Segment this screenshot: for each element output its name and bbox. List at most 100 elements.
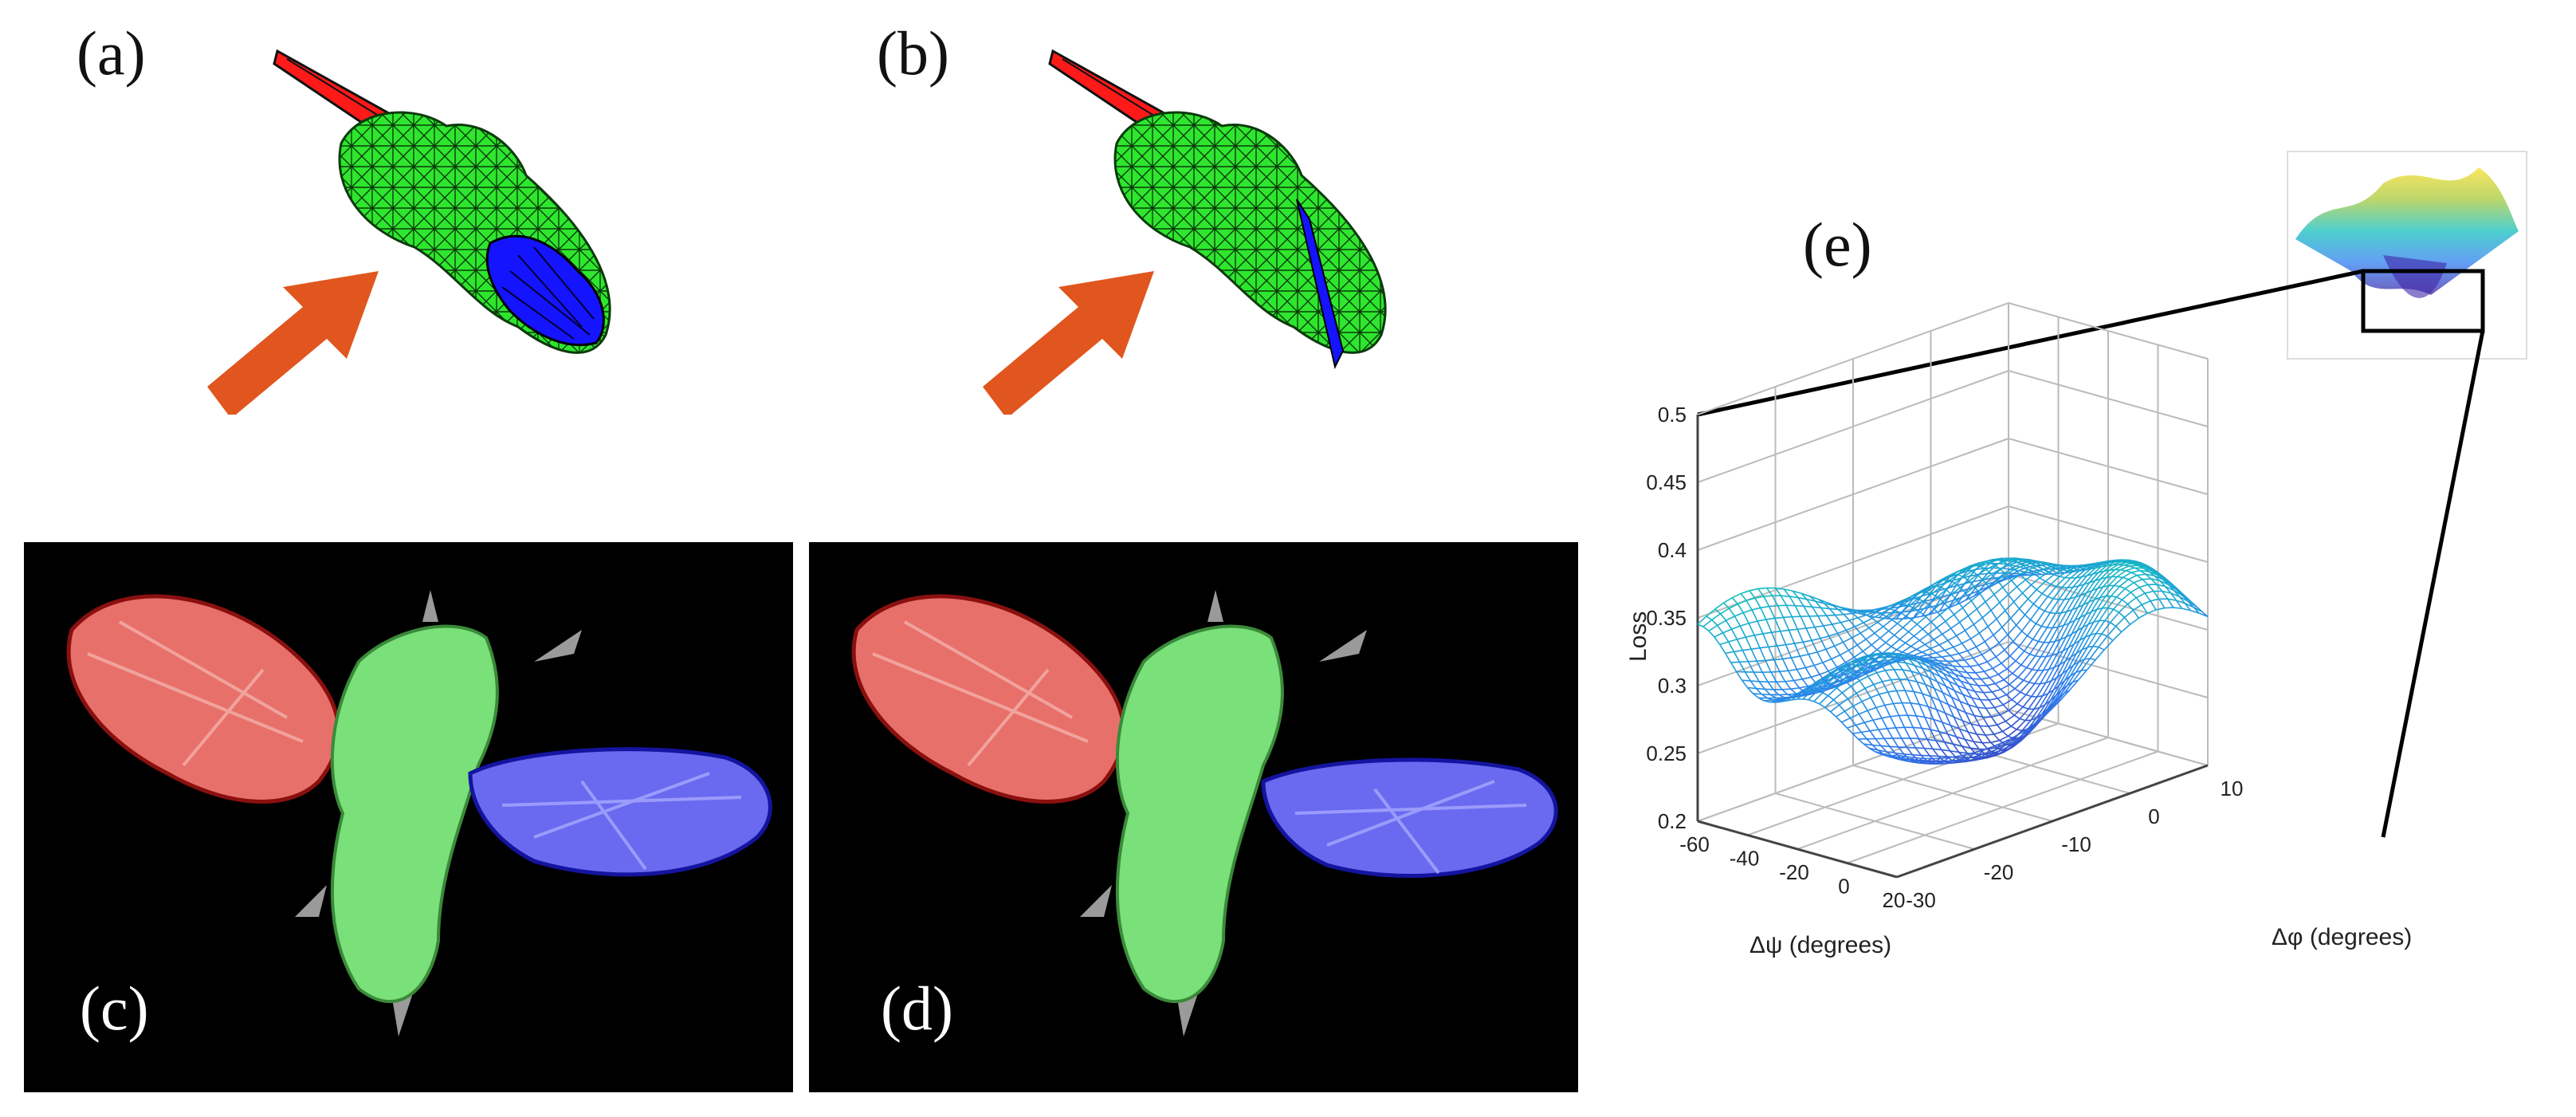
mesh-segment xyxy=(2005,610,2012,619)
mesh-segment xyxy=(1909,655,1915,659)
mesh-segment xyxy=(1742,679,1751,682)
mesh-segment xyxy=(2008,594,2015,603)
mesh-segment xyxy=(2010,608,2020,619)
mesh-segment xyxy=(2020,729,2028,737)
mesh-segment xyxy=(1962,694,1969,706)
mesh-segment xyxy=(1924,657,1930,661)
mesh-segment xyxy=(2070,652,2077,658)
mesh-segment xyxy=(1910,671,1918,682)
mesh-segment xyxy=(1969,683,1976,692)
mesh-segment xyxy=(1932,590,1940,600)
mesh-segment xyxy=(1741,679,1749,688)
mesh-segment xyxy=(2150,600,2157,611)
mesh-segment xyxy=(1965,688,1973,698)
mesh-segment xyxy=(2021,719,2032,731)
mesh-segment xyxy=(1989,572,1997,580)
mesh-segment xyxy=(1875,652,1881,656)
mesh-segment xyxy=(2017,560,2027,563)
mesh-segment xyxy=(2122,599,2128,605)
mesh-segment xyxy=(1740,590,1750,595)
mesh-segment xyxy=(1767,681,1774,690)
mesh-segment xyxy=(2067,681,2073,686)
mesh-segment xyxy=(1985,564,1996,571)
mesh-segment xyxy=(1874,626,1884,634)
mesh-segment xyxy=(1975,672,1982,680)
mesh-segment xyxy=(1945,620,1952,629)
mesh-segment xyxy=(1966,753,1973,758)
mesh-segment xyxy=(1745,636,1752,650)
mesh-segment xyxy=(1850,686,1857,694)
mesh-segment xyxy=(1895,600,1902,605)
mesh-segment xyxy=(1914,608,1921,613)
mesh-segment xyxy=(1954,690,1964,695)
mesh-segment xyxy=(1928,676,1938,682)
mesh-segment xyxy=(2035,719,2042,727)
mesh-segment xyxy=(2020,561,2028,564)
mesh-segment xyxy=(2130,572,2138,576)
mesh-segment xyxy=(2103,564,2113,572)
mesh-segment xyxy=(1877,749,1884,755)
mesh-segment xyxy=(1974,690,1984,694)
mesh-segment xyxy=(1887,691,1895,704)
mesh-segment xyxy=(2041,625,2048,628)
mesh-segment xyxy=(1769,604,1778,608)
mesh-segment xyxy=(1987,626,1994,635)
mesh-segment xyxy=(1949,668,1959,672)
mesh-segment xyxy=(2015,660,2022,666)
mesh-segment xyxy=(1717,624,1724,634)
mesh-segment xyxy=(1987,746,1997,750)
mesh-segment xyxy=(1973,757,1979,761)
mesh-segment xyxy=(1765,617,1775,620)
mesh-segment xyxy=(1787,670,1795,682)
mesh-segment xyxy=(1742,648,1752,651)
x-tick-label: -40 xyxy=(1730,847,1760,871)
mesh-segment xyxy=(1876,670,1886,674)
mesh-segment xyxy=(2038,714,2045,722)
mesh-segment xyxy=(1762,633,1769,647)
mesh-segment xyxy=(1903,726,1911,739)
mesh-segment xyxy=(1856,671,1863,675)
mesh-segment xyxy=(1907,623,1918,633)
mesh-segment xyxy=(1751,607,1761,611)
mesh-segment xyxy=(2080,568,2087,572)
mesh-segment xyxy=(1864,683,1875,690)
mesh-segment xyxy=(1996,746,2002,751)
mesh-segment xyxy=(1908,598,1918,607)
mesh-segment xyxy=(1900,757,1907,762)
mesh-segment xyxy=(1978,568,1985,576)
mesh-segment xyxy=(2001,730,2009,737)
mesh-segment xyxy=(1797,596,1808,600)
mesh-segment xyxy=(1923,748,1930,757)
mesh-segment xyxy=(1970,723,1981,727)
mesh-segment xyxy=(1955,577,1962,587)
mesh-segment xyxy=(1887,655,1895,659)
mesh-segment xyxy=(1930,696,1938,710)
mesh-segment xyxy=(1880,745,1890,748)
mesh-segment xyxy=(2028,682,2035,685)
mesh-segment xyxy=(2084,621,2095,638)
mesh-segment xyxy=(1816,648,1827,653)
mesh-segment xyxy=(1860,667,1868,675)
mesh-segment xyxy=(2007,634,2014,642)
mesh-segment xyxy=(2104,619,2111,623)
mesh-segment xyxy=(2113,560,2120,562)
mesh-segment xyxy=(2144,590,2154,594)
mesh-segment xyxy=(1944,649,1951,656)
mesh-segment xyxy=(1753,633,1764,636)
mesh-segment xyxy=(2052,598,2060,600)
mesh-segment xyxy=(1785,644,1793,659)
mesh-segment xyxy=(1833,699,1840,706)
mesh-segment xyxy=(1982,692,1990,701)
mesh-segment xyxy=(1903,669,1912,672)
mesh-segment xyxy=(2050,664,2061,682)
x-tick-label: 0 xyxy=(1838,875,1849,899)
mesh-segment xyxy=(1931,593,1938,598)
mesh-segment xyxy=(1939,699,1949,706)
mesh-segment xyxy=(1946,734,1954,745)
mesh-segment xyxy=(1916,681,1923,694)
mesh-segment xyxy=(1890,714,1899,718)
mesh-segment xyxy=(1912,753,1922,757)
mesh-segment xyxy=(1889,716,1897,729)
mesh-segment xyxy=(1731,597,1738,605)
mesh-segment xyxy=(1989,649,1997,658)
